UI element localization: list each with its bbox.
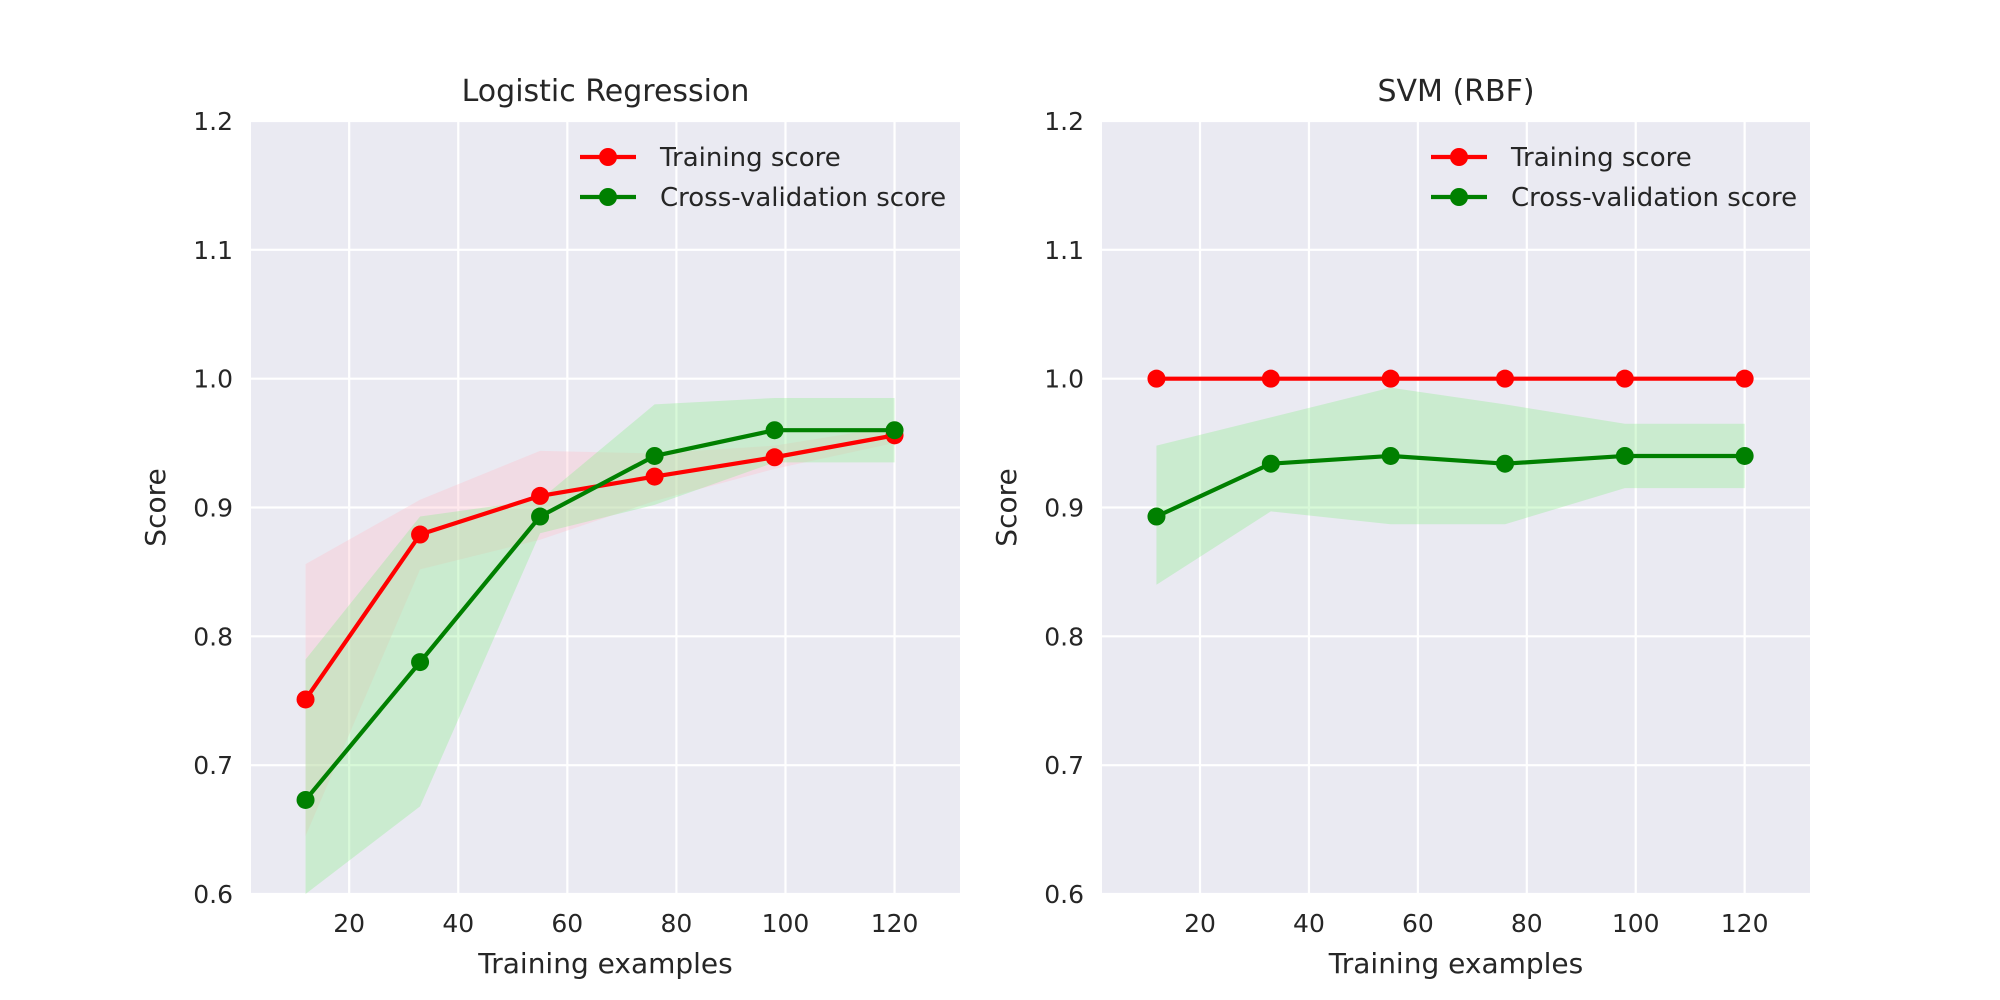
legend-marker — [1450, 148, 1468, 166]
data-point-training — [296, 690, 315, 709]
y-tick-label: 0.6 — [193, 880, 233, 909]
y-tick-label: 0.7 — [1044, 751, 1084, 780]
data-point-cv — [531, 507, 550, 526]
x-tick-label: 100 — [762, 909, 810, 938]
chart-panel-1: 20 40 60 80 100 120 0.6 0.7 0.8 0.9 1.0 1.1 1.2 Logis… — [139, 74, 960, 980]
chart-title: Logistic Regression — [462, 74, 750, 109]
legend-marker — [599, 148, 617, 166]
plot-content — [1147, 369, 1754, 585]
x-tick-label: 100 — [1612, 909, 1660, 938]
y-tick-label: 0.6 — [1044, 880, 1084, 909]
x-tick-label: 40 — [442, 909, 474, 938]
chart-title: SVM (RBF) — [1377, 74, 1534, 109]
data-point-cv — [885, 421, 904, 440]
data-point-cv — [1615, 446, 1634, 465]
data-point-cv — [765, 421, 784, 440]
legend-label: Training score — [659, 143, 841, 173]
x-tick-label: 60 — [551, 909, 583, 938]
y-tick-label: 1.0 — [193, 365, 233, 394]
data-point-training — [645, 467, 664, 486]
data-point-training — [1147, 369, 1166, 388]
y-axis-label: Score — [139, 468, 172, 546]
x-tick-label: 80 — [660, 909, 692, 938]
x-tick-label: 40 — [1293, 909, 1325, 938]
y-axis-label: Score — [990, 468, 1023, 546]
data-point-cv — [645, 446, 664, 465]
legend-marker — [1450, 188, 1468, 206]
data-point-training — [1615, 369, 1634, 388]
y-tick-label: 1.1 — [1044, 236, 1084, 265]
data-point-cv — [1261, 454, 1280, 473]
data-point-training — [531, 486, 550, 505]
legend-label: Cross-validation score — [660, 183, 946, 213]
plot-content — [296, 397, 904, 894]
data-point-training — [1381, 369, 1400, 388]
data-point-training — [1261, 369, 1280, 388]
data-point-cv — [296, 790, 315, 809]
x-tick-label: 120 — [1721, 909, 1769, 938]
y-tick-label: 1.2 — [193, 107, 233, 136]
series-line-cv — [303, 428, 895, 802]
legend: Training score Cross-validation score — [580, 143, 946, 213]
y-tick-label: 0.7 — [193, 751, 233, 780]
data-point-cv — [1735, 446, 1754, 465]
confidence-band-cv — [1156, 387, 1745, 585]
y-tick-label: 0.9 — [193, 494, 233, 523]
y-tick-label: 1.0 — [1044, 365, 1084, 394]
x-tick-label: 80 — [1511, 909, 1543, 938]
y-tick-label: 1.1 — [193, 236, 233, 265]
data-point-cv — [1147, 507, 1166, 526]
legend: Training score Cross-validation score — [1431, 143, 1797, 213]
y-tick-label: 0.8 — [1044, 622, 1084, 651]
x-tick-label: 60 — [1402, 909, 1434, 938]
data-point-cv — [411, 653, 430, 672]
chart-panel-2: 20 40 60 80 100 120 0.6 0.7 0.8 0.9 1.0 1.1 1.2 SVM (… — [990, 74, 1810, 980]
x-tick-label: 20 — [333, 909, 365, 938]
legend-label: Training score — [1510, 143, 1692, 173]
y-tick-label: 1.2 — [1044, 107, 1084, 136]
legend-marker — [599, 188, 617, 206]
data-point-training — [1496, 369, 1515, 388]
series-line-cv — [1155, 453, 1745, 519]
data-point-cv — [1381, 446, 1400, 465]
data-point-training — [1735, 369, 1754, 388]
y-tick-label: 0.8 — [193, 622, 233, 651]
data-point-training — [411, 525, 430, 544]
x-axis-label: Training examples — [1328, 947, 1584, 980]
y-tick-label: 0.9 — [1044, 494, 1084, 523]
data-point-training — [765, 448, 784, 467]
data-point-cv — [1496, 454, 1515, 473]
x-axis-label: Training examples — [477, 947, 733, 980]
confidence-band-training — [305, 426, 895, 837]
x-tick-label: 20 — [1184, 909, 1216, 938]
legend-label: Cross-validation score — [1511, 183, 1797, 213]
x-tick-label: 120 — [871, 909, 919, 938]
